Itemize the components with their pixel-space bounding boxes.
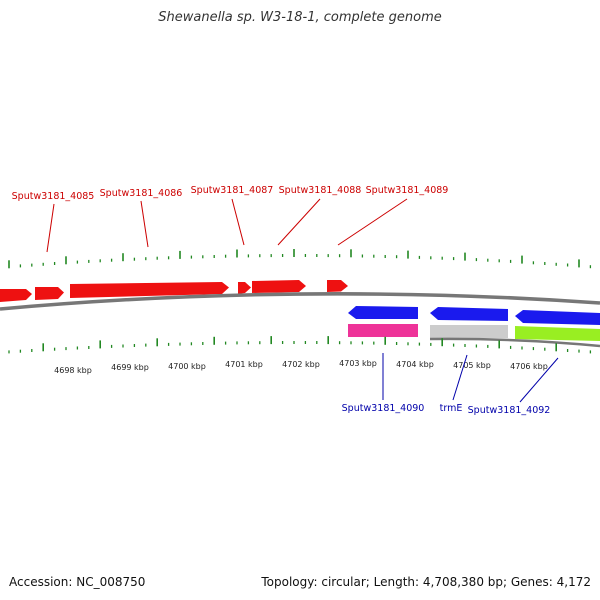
gene-label-4092[interactable]: Sputw3181_4092 (468, 405, 551, 416)
kbp-label: 4701 kbp (225, 360, 263, 369)
reverse-gene-labels: Sputw3181_4090 trmE Sputw3181_4092 (342, 403, 551, 416)
feature-block-gray[interactable] (430, 325, 508, 338)
forward-gene-arrow[interactable] (238, 282, 251, 294)
gene-label-4086[interactable]: Sputw3181_4086 (100, 188, 183, 199)
kbp-label: 4704 kbp (396, 360, 434, 369)
leader-line (46, 203, 55, 253)
feature-block-lime[interactable] (515, 326, 600, 341)
top-tick-track (8, 249, 592, 269)
gene-label-4087[interactable]: Sputw3181_4087 (191, 185, 274, 196)
leader-line (231, 198, 245, 246)
leader-line (277, 198, 321, 246)
reverse-gene-track (348, 306, 600, 325)
reverse-gene-arrow[interactable] (430, 307, 508, 321)
gene-label-4089[interactable]: Sputw3181_4089 (366, 185, 449, 196)
kbp-label: 4699 kbp (111, 363, 149, 372)
forward-gene-arrow[interactable] (70, 282, 229, 298)
kbp-scale: 4698 kbp 4699 kbp 4700 kbp 4701 kbp 4702… (54, 359, 548, 375)
forward-gene-arrow[interactable] (327, 280, 348, 292)
genome-summary: Topology: circular; Length: 4,708,380 bp… (261, 575, 591, 589)
forward-gene-arrow[interactable] (35, 287, 64, 300)
feature-track (348, 324, 600, 341)
forward-gene-arrow[interactable] (252, 280, 306, 293)
gene-label-4088[interactable]: Sputw3181_4088 (279, 185, 362, 196)
gene-label-4085[interactable]: Sputw3181_4085 (12, 191, 95, 202)
reverse-gene-arrow[interactable] (348, 306, 418, 319)
accession-info: Accession: NC_008750 (9, 575, 146, 589)
forward-gene-arrow[interactable] (0, 289, 32, 302)
leader-line (452, 354, 468, 401)
kbp-label: 4706 kbp (510, 362, 548, 371)
bottom-tick-track (8, 336, 592, 354)
kbp-label: 4698 kbp (54, 366, 92, 375)
kbp-label: 4700 kbp (168, 362, 206, 371)
reverse-gene-arrow[interactable] (515, 310, 600, 325)
forward-leader-lines (46, 198, 408, 253)
genome-title: Shewanella sp. W3-18-1, complete genome (158, 10, 442, 25)
gene-label-4090[interactable]: Sputw3181_4090 (342, 403, 425, 414)
reverse-leader-lines (382, 353, 559, 403)
feature-block-pink[interactable] (348, 324, 418, 337)
leader-line (140, 200, 149, 248)
kbp-label: 4703 kbp (339, 359, 377, 368)
leader-line (337, 198, 408, 246)
secondary-backbone-arc (429, 337, 600, 348)
kbp-label: 4702 kbp (282, 360, 320, 369)
leader-line (519, 357, 559, 403)
gene-label-trmE[interactable]: trmE (440, 403, 463, 414)
kbp-label: 4705 kbp (453, 361, 491, 370)
forward-gene-track (0, 280, 348, 302)
forward-gene-labels: Sputw3181_4085 Sputw3181_4086 Sputw3181_… (12, 185, 449, 202)
genome-backbone (0, 292, 600, 311)
